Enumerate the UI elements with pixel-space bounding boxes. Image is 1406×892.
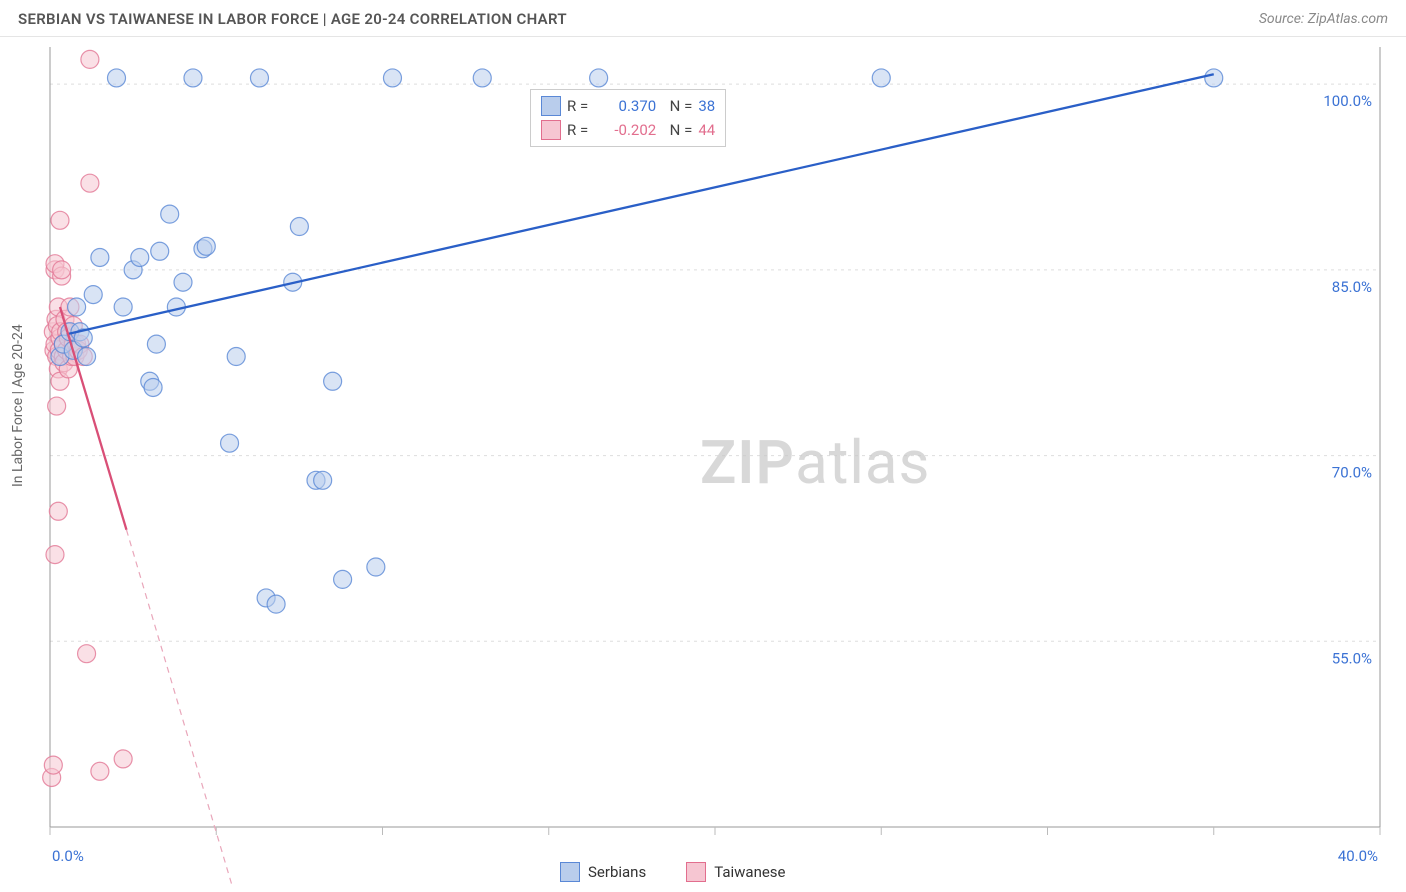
svg-text:85.0%: 85.0% [1332, 278, 1372, 296]
legend: Serbians Taiwanese [560, 862, 786, 882]
legend-swatch-serbians [560, 862, 580, 882]
r-label-2: R = [567, 121, 588, 139]
legend-item-taiwanese: Taiwanese [686, 862, 785, 882]
y-axis-label: In Labor Force | Age 20-24 [10, 324, 26, 487]
legend-label-taiwanese: Taiwanese [714, 863, 785, 881]
svg-text:100.0%: 100.0% [1323, 92, 1372, 110]
svg-text:0.0%: 0.0% [52, 847, 84, 865]
svg-text:55.0%: 55.0% [1332, 649, 1372, 667]
svg-text:70.0%: 70.0% [1332, 464, 1372, 482]
n-label-2: N = [662, 121, 692, 139]
r-value-1: 0.370 [594, 97, 656, 115]
r-value-2: -0.202 [594, 121, 656, 139]
legend-item-serbians: Serbians [560, 862, 646, 882]
stats-row-1: R = 0.370 N = 38 [541, 94, 715, 118]
r-label-1: R = [567, 97, 588, 115]
chart-title: SERBIAN VS TAIWANESE IN LABOR FORCE | AG… [18, 10, 567, 28]
stats-swatch-serbians [541, 96, 561, 116]
n-label-1: N = [662, 97, 692, 115]
n-value-1: 38 [698, 97, 715, 115]
legend-swatch-taiwanese [686, 862, 706, 882]
chart-container: In Labor Force | Age 20-24 55.0% 70.0% 85.… [0, 37, 1406, 885]
stats-swatch-taiwanese [541, 120, 561, 140]
scatter-chart: 55.0% 70.0% 85.0% 100.0% 0.0% 40.0% [0, 37, 1406, 885]
stats-row-2: R = -0.202 N = 44 [541, 118, 715, 142]
svg-text:40.0%: 40.0% [1338, 847, 1378, 865]
stats-box: R = 0.370 N = 38 R = -0.202 N = 44 [530, 89, 726, 147]
chart-source: Source: ZipAtlas.com [1259, 11, 1388, 27]
n-value-2: 44 [698, 121, 715, 139]
chart-header: SERBIAN VS TAIWANESE IN LABOR FORCE | AG… [0, 0, 1406, 37]
legend-label-serbians: Serbians [588, 863, 646, 881]
